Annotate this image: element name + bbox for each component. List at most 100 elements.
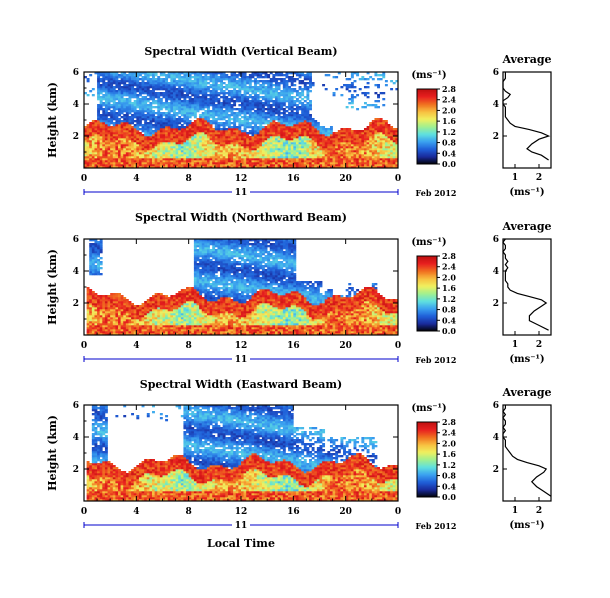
heatmap-cell (107, 74, 111, 77)
heatmap-cell (118, 84, 121, 87)
heatmap-cell (335, 156, 339, 159)
heatmap-cell (91, 313, 95, 316)
heatmap-cell (374, 74, 378, 77)
heatmap-cell (144, 118, 148, 121)
heatmap-cell (384, 160, 388, 163)
heatmap-cell (196, 94, 200, 97)
heatmap-cell (123, 120, 127, 123)
heatmap-cell (193, 138, 197, 141)
heatmap-cell (301, 112, 305, 115)
heatmap-cell (209, 74, 213, 77)
heatmap-cell (94, 150, 98, 153)
heatmap-cell (379, 122, 383, 125)
heatmap-cell (123, 150, 127, 153)
heatmap-cell (125, 150, 129, 153)
heatmap-cell (146, 144, 150, 147)
heatmap-cell (102, 325, 106, 328)
heatmap-cell (94, 124, 98, 127)
heatmap-cell (225, 140, 229, 143)
heatmap-cell (246, 162, 250, 165)
heatmap-cell (97, 251, 100, 254)
heatmap-cell (369, 126, 373, 129)
heatmap-cell (131, 74, 135, 77)
heatmap-cell (131, 150, 135, 153)
heatmap-cell (293, 128, 297, 131)
heatmap-cell (387, 156, 391, 159)
heatmap-cell (277, 126, 281, 129)
heatmap-cell (131, 152, 135, 155)
heatmap-cell (280, 122, 284, 125)
heatmap-cell (235, 158, 239, 161)
heatmap-cell (230, 140, 234, 143)
heatmap-cell (136, 94, 140, 97)
heatmap-cell (222, 144, 226, 147)
heatmap-cell (316, 158, 320, 161)
heatmap-cell (152, 102, 155, 105)
heatmap-cell (107, 128, 111, 131)
heatmap-cell (280, 92, 284, 95)
heatmap-cell (251, 72, 255, 75)
heatmap-cell (188, 152, 192, 155)
heatmap-cell (217, 108, 221, 111)
heatmap-cell (136, 74, 140, 77)
heatmap-cell (204, 154, 208, 157)
heatmap-cell (118, 122, 121, 125)
heatmap-cell (311, 136, 315, 139)
heatmap-cell (212, 150, 216, 153)
heatmap-cell (123, 84, 127, 87)
heatmap-cell (186, 100, 189, 103)
heatmap-cell (348, 102, 352, 105)
heatmap-cell (256, 102, 260, 105)
heatmap-cell (275, 166, 278, 169)
heatmap-cell (89, 255, 93, 258)
heatmap-cell (220, 166, 223, 169)
heatmap-cell (149, 144, 153, 147)
heatmap-cell (99, 78, 103, 81)
heatmap-cell (97, 136, 100, 139)
heatmap-cell (356, 130, 360, 133)
heatmap-cell (201, 84, 205, 87)
heatmap-cell (201, 78, 205, 81)
heatmap-cell (350, 162, 354, 165)
heatmap-cell (301, 140, 305, 143)
heatmap-cell (89, 257, 93, 260)
heatmap-cell (243, 74, 247, 77)
heatmap-cell (175, 128, 179, 131)
heatmap-cell (144, 82, 148, 85)
heatmap-cell (84, 142, 87, 145)
heatmap-cell (193, 88, 197, 91)
heatmap-cell (340, 158, 344, 161)
heatmap-cell (86, 321, 90, 324)
heatmap-cell (293, 72, 297, 75)
heatmap-cell (227, 126, 231, 129)
heatmap-cell (152, 152, 155, 155)
panel-title: Spectral Width (Vertical Beam) (144, 45, 337, 58)
heatmap-cell (269, 108, 273, 111)
heatmap-cell (199, 72, 203, 75)
heatmap-cell (293, 152, 297, 155)
heatmap-cell (254, 78, 257, 81)
heatmap-cell (199, 130, 203, 133)
heatmap-cell (115, 96, 119, 99)
heatmap-cell (186, 136, 189, 139)
heatmap-cell (350, 134, 354, 137)
heatmap-cell (99, 118, 103, 121)
heatmap-cell (384, 124, 388, 127)
heatmap-cell (91, 156, 95, 159)
heatmap-cell (138, 124, 142, 127)
heatmap-cell (165, 112, 169, 115)
heatmap-cell (324, 150, 328, 153)
colorbar-tick-label: 2.8 (442, 84, 456, 94)
heatmap-cell (256, 144, 260, 147)
heatmap-cell (382, 152, 386, 155)
heatmap-cell (382, 164, 386, 167)
heatmap-cell (384, 144, 388, 147)
heatmap-cell (337, 146, 341, 149)
heatmap-cell (269, 126, 273, 129)
heatmap-cell (301, 158, 305, 161)
heatmap-cell (188, 156, 192, 159)
heatmap-cell (243, 120, 247, 123)
heatmap-cell (165, 130, 169, 133)
heatmap-cell (212, 156, 216, 159)
